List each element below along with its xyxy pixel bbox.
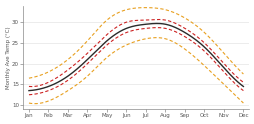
Y-axis label: Monthly Ave Temp (°C): Monthly Ave Temp (°C) — [6, 26, 10, 89]
